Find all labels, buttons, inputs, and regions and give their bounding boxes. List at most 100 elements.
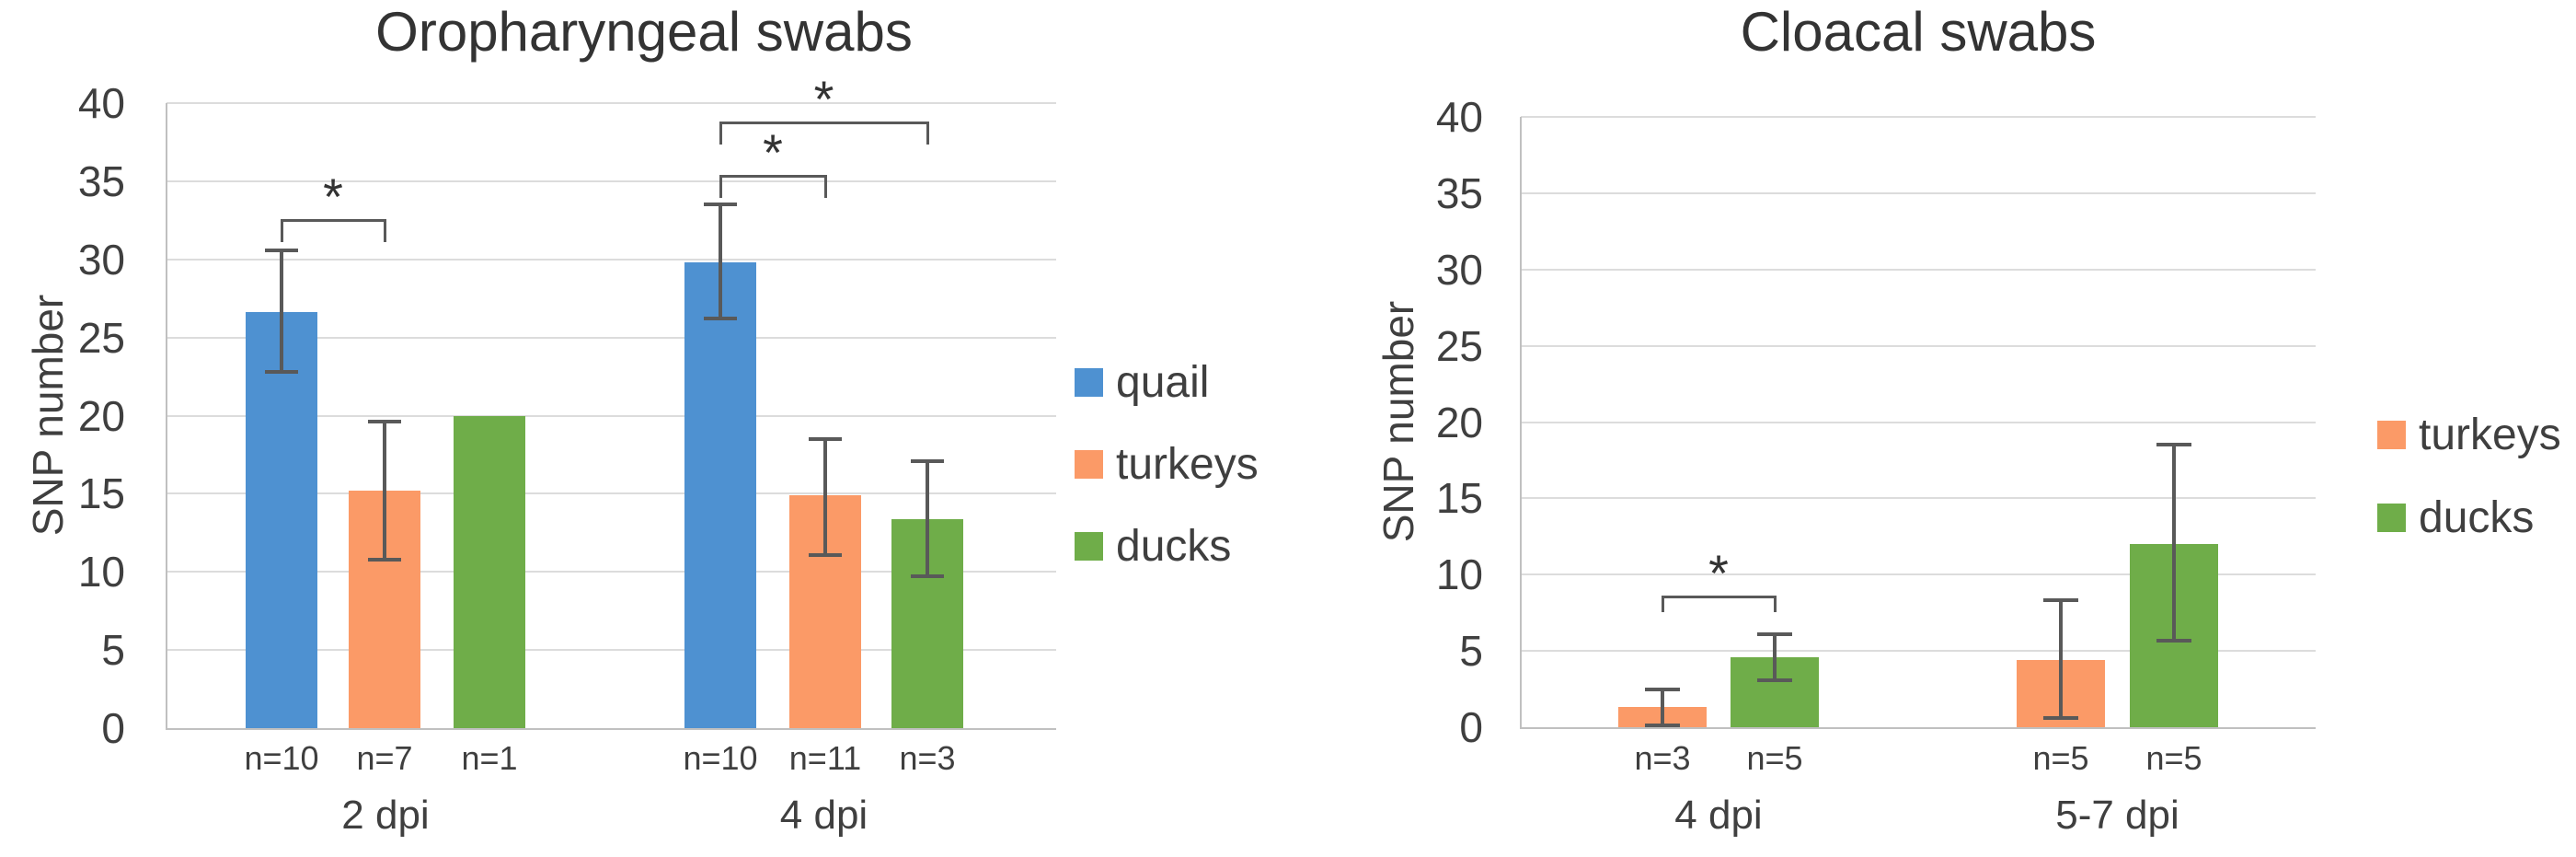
y-tick-label: 15	[1435, 474, 1483, 523]
gridline	[1521, 191, 2316, 194]
gridline	[1521, 421, 2316, 423]
y-tick-label: 20	[77, 391, 125, 440]
error-bar-cap-bottom	[1645, 724, 1680, 728]
gridline	[167, 571, 1056, 573]
y-tick-label: 25	[1435, 321, 1483, 370]
n-label: n=5	[2145, 739, 2202, 777]
error-bar-cap-bottom	[809, 552, 842, 557]
n-label: n=5	[1746, 739, 1803, 777]
gridline	[167, 492, 1056, 495]
category-label: 5-7 dpi	[2055, 793, 2179, 838]
error-bar-cap-bottom	[368, 557, 401, 562]
y-tick-label: 5	[1459, 627, 1483, 676]
error-bar-cap-bottom	[911, 574, 944, 579]
legend-label-turkeys-right: turkeys	[2419, 411, 2561, 459]
y-tick-label: 40	[77, 79, 125, 127]
significance-bracket-tick	[719, 175, 722, 199]
significance-bracket	[281, 218, 386, 222]
error-bar-cap-top	[911, 458, 944, 463]
y-tick-label: 0	[1459, 703, 1483, 751]
ducks-swatch-icon	[1075, 532, 1103, 561]
significance-bracket-tick	[281, 218, 283, 242]
x-axis-line	[167, 728, 1056, 730]
error-bar-cap-top	[2043, 598, 2078, 603]
error-bar-cap-bottom	[2043, 716, 2078, 721]
gridline	[1521, 344, 2316, 347]
n-label: n=1	[461, 739, 518, 777]
legend-label-ducks: ducks	[1116, 522, 1232, 571]
error-bar-cap-top	[704, 203, 737, 207]
n-label: n=10	[244, 739, 319, 777]
y-tick-label: 15	[77, 469, 125, 518]
error-bar-cap-bottom	[265, 369, 298, 374]
n-label: n=5	[2032, 739, 2089, 777]
error-bar-cap-bottom	[704, 317, 737, 321]
significance-bracket-tick	[719, 122, 722, 145]
error-bar	[719, 204, 722, 319]
significance-star: *	[763, 123, 783, 182]
y-tick-label: 30	[1435, 245, 1483, 294]
legend-left: quail turkeys ducks	[1075, 358, 1259, 571]
gridline	[1521, 573, 2316, 576]
legend-item-quail: quail	[1075, 358, 1259, 407]
quail-swatch-icon	[1075, 368, 1103, 397]
error-bar	[2172, 445, 2176, 641]
error-bar-cap-bottom	[2156, 638, 2191, 643]
bar-quail-4-dpi	[684, 262, 756, 728]
significance-bracket-tick	[1662, 596, 1664, 613]
gridline	[167, 414, 1056, 417]
y-tick-label: 0	[101, 704, 125, 752]
gridline	[167, 649, 1056, 652]
chart-title-cloacal-swabs: Cloacal swabs	[1740, 1, 2097, 63]
y-tick-label: 10	[1435, 550, 1483, 599]
significance-star: *	[1708, 544, 1729, 603]
error-bar	[1661, 689, 1664, 726]
significance-bracket	[1662, 596, 1777, 599]
y-tick-label: 40	[1435, 93, 1483, 141]
gridline	[1521, 116, 2316, 118]
legend-label-turkeys: turkeys	[1116, 440, 1259, 489]
gridline	[1521, 268, 2316, 271]
error-bar	[2059, 600, 2063, 719]
y-tick-label: 35	[77, 156, 125, 205]
significance-bracket-tick	[1774, 596, 1777, 613]
error-bar-cap-bottom	[1757, 677, 1792, 682]
error-bar-cap-top	[1757, 631, 1792, 636]
significance-star: *	[813, 70, 834, 129]
significance-bracket	[719, 122, 929, 125]
y-tick-label: 35	[1435, 168, 1483, 217]
legend-label-ducks-right: ducks	[2419, 493, 2535, 542]
x-axis-line	[1521, 727, 2316, 729]
gridline	[167, 336, 1056, 339]
category-label: 4 dpi	[1674, 793, 1763, 838]
significance-bracket-tick	[824, 175, 827, 199]
error-bar-cap-top	[2156, 443, 2191, 447]
gridline	[167, 258, 1056, 261]
error-bar	[383, 422, 386, 560]
legend-item-ducks: ducks	[1075, 522, 1259, 571]
significance-star: *	[323, 167, 343, 226]
bar-quail-2-dpi	[246, 312, 317, 728]
category-label: 4 dpi	[779, 793, 868, 838]
error-bar-cap-top	[1645, 687, 1680, 691]
significance-bracket-tick	[384, 218, 386, 242]
bar-ducks-2-dpi	[454, 415, 525, 728]
chart-title-oropharyngeal-swabs: Oropharyngeal swabs	[375, 1, 913, 63]
n-label: n=10	[683, 739, 758, 777]
gridline	[1521, 650, 2316, 653]
significance-bracket-tick	[926, 122, 929, 145]
y-tick-label: 10	[77, 548, 125, 596]
error-bar	[823, 438, 827, 555]
turkeys-swatch-icon	[1075, 450, 1103, 479]
error-bar	[1773, 633, 1777, 680]
y-tick-label: 5	[101, 626, 125, 675]
error-bar	[926, 460, 929, 577]
y-tick-label: 20	[1435, 398, 1483, 446]
y-axis-line	[166, 103, 167, 730]
category-label: 2 dpi	[341, 793, 430, 838]
n-label: n=11	[788, 739, 862, 777]
legend-item-turkeys: turkeys	[1075, 440, 1259, 489]
gridline	[1521, 497, 2316, 500]
y-axis-line	[1520, 117, 1522, 729]
